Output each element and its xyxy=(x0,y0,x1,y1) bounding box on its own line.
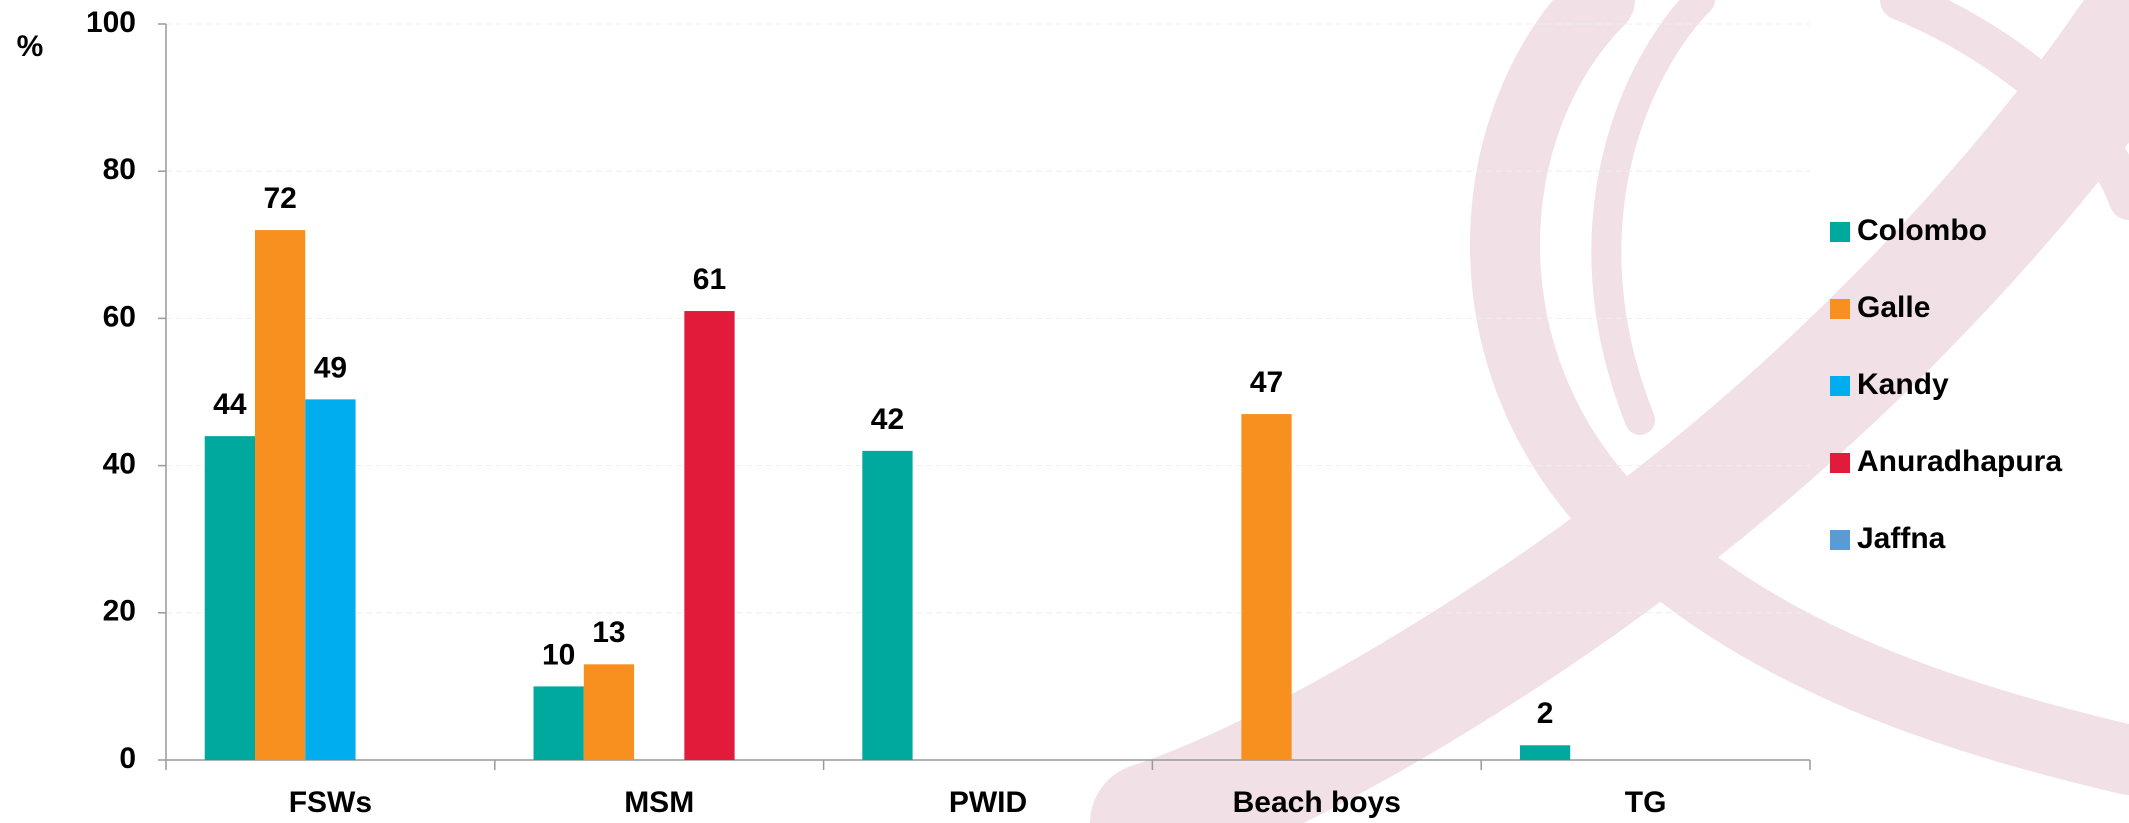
bar xyxy=(305,399,356,760)
y-axis-label: % xyxy=(17,30,44,63)
bar xyxy=(1519,745,1571,760)
bar xyxy=(583,664,635,760)
x-tick-label: PWID xyxy=(949,786,1027,819)
data-label: 2 xyxy=(1537,697,1554,730)
x-tick-label: FSWs xyxy=(289,786,372,819)
legend-label: Anuradhapura xyxy=(1857,445,2062,478)
bar xyxy=(684,311,735,760)
bar xyxy=(204,436,255,760)
y-tick-label: 100 xyxy=(86,6,136,39)
x-tick-label: Beach boys xyxy=(1233,786,1401,819)
bar xyxy=(1241,414,1292,760)
data-label: 49 xyxy=(314,351,347,384)
ribbon-background xyxy=(1090,0,2129,823)
bar xyxy=(533,686,584,760)
legend-marker xyxy=(1830,299,1850,319)
data-label: 44 xyxy=(213,388,247,421)
data-label: 47 xyxy=(1250,366,1283,399)
bar xyxy=(862,450,913,760)
y-tick-label: 80 xyxy=(103,153,136,186)
legend-label: Galle xyxy=(1857,291,1930,324)
data-label: 13 xyxy=(592,616,625,649)
legend-marker xyxy=(1830,376,1850,396)
y-tick-label: 20 xyxy=(103,595,136,628)
legend-label: Jaffna xyxy=(1857,522,1946,555)
x-tick-label: MSM xyxy=(624,786,694,819)
data-label: 42 xyxy=(871,403,904,436)
data-label: 72 xyxy=(263,182,296,215)
legend-label: Colombo xyxy=(1857,214,1987,247)
legend-marker xyxy=(1830,453,1850,473)
y-tick-label: 60 xyxy=(103,300,136,333)
legend-label: Kandy xyxy=(1857,368,1949,401)
bar xyxy=(254,230,306,760)
y-tick-label: 0 xyxy=(119,742,136,775)
legend-marker xyxy=(1830,530,1850,550)
y-tick-label: 40 xyxy=(103,448,136,481)
data-label: 10 xyxy=(542,638,575,671)
x-tick-label: TG xyxy=(1625,786,1667,819)
legend-marker xyxy=(1830,222,1850,242)
data-label: 61 xyxy=(693,263,726,296)
